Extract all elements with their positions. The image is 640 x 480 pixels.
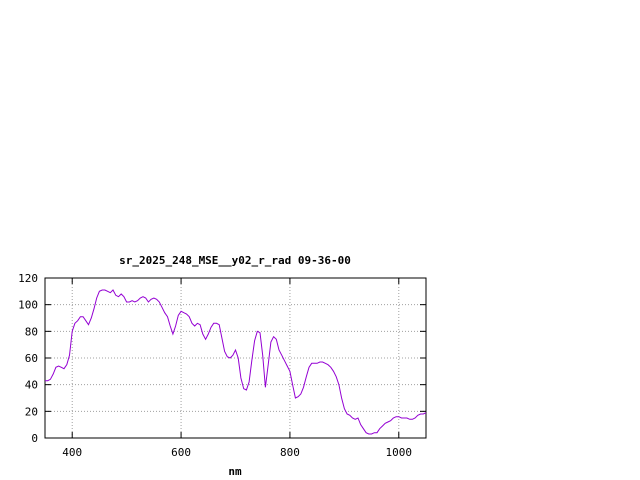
series-line <box>45 289 427 435</box>
x-tick-label: 1000 <box>386 446 413 459</box>
axes: 0 20 40 60 80 100 120 400 600 800 1000 <box>18 272 427 459</box>
grid-lines <box>45 278 426 438</box>
y-tick-label: 120 <box>18 272 38 285</box>
y-tick-label: 0 <box>31 432 38 445</box>
chart-title: sr_2025_248_MSE__y02_r_rad 09-36-00 <box>119 254 351 267</box>
x-tick-label: 600 <box>171 446 191 459</box>
y-tick-label: 20 <box>25 405 38 418</box>
x-tick-label: 800 <box>280 446 300 459</box>
x-tick-label: 400 <box>62 446 82 459</box>
y-tick-label: 60 <box>25 352 38 365</box>
y-tick-label: 40 <box>25 379 38 392</box>
x-axis-label: nm <box>228 465 242 478</box>
series-layer <box>45 289 427 435</box>
y-tick-label: 100 <box>18 299 38 312</box>
y-tick-label: 80 <box>25 325 38 338</box>
